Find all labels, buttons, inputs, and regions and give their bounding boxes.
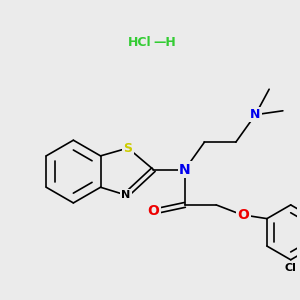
Text: S: S	[124, 142, 133, 154]
Text: N: N	[122, 190, 130, 200]
Text: O: O	[238, 208, 250, 222]
Text: N: N	[250, 108, 261, 121]
Text: HCl: HCl	[128, 36, 152, 49]
Text: N: N	[179, 163, 190, 177]
Text: —H: —H	[154, 36, 176, 49]
Text: Cl: Cl	[285, 262, 297, 273]
Text: O: O	[148, 204, 159, 218]
